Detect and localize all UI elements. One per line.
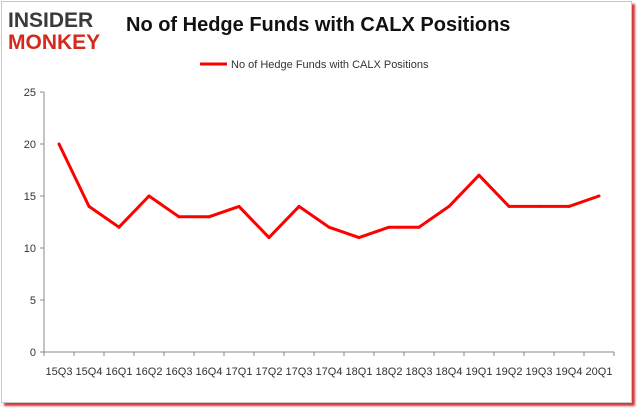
- x-tick-label: 19Q3: [526, 366, 553, 378]
- data-point: [117, 225, 121, 229]
- x-tick-label: 17Q3: [286, 366, 313, 378]
- x-tick-label: 16Q1: [106, 366, 133, 378]
- x-tick-label: 16Q3: [166, 366, 193, 378]
- data-point: [417, 225, 421, 229]
- data-point: [297, 204, 301, 208]
- x-axis-ticks: 15Q3 15Q4 16Q1 16Q2 16Q3 16Q4 17Q1 17Q2 17Q3 17Q4…: [43, 352, 615, 378]
- data-point: [177, 215, 181, 219]
- insider-monkey-logo: INSIDER MONKEY: [8, 8, 120, 56]
- y-tick-label: 5: [30, 295, 36, 307]
- x-tick-label: 17Q1: [226, 366, 253, 378]
- data-point: [327, 225, 331, 229]
- x-tick-label: 18Q3: [406, 366, 433, 378]
- y-tick-label: 20: [24, 139, 36, 151]
- y-tick-label: 0: [30, 347, 36, 359]
- data-point: [267, 236, 271, 240]
- legend-label: No of Hedge Funds with CALX Positions: [231, 59, 429, 71]
- y-tick-label: 10: [24, 243, 36, 255]
- x-tick-label: 19Q1: [466, 366, 493, 378]
- y-tick-label: 15: [24, 191, 36, 203]
- legend: No of Hedge Funds with CALX Positions: [200, 59, 429, 71]
- data-point: [567, 204, 571, 208]
- data-point: [507, 204, 511, 208]
- x-tick-label: 19Q4: [556, 366, 583, 378]
- data-point: [387, 225, 391, 229]
- data-point: [57, 142, 61, 146]
- x-tick-label: 19Q2: [496, 366, 523, 378]
- logo-text-insider: INSIDER: [8, 9, 94, 32]
- data-point: [207, 215, 211, 219]
- series-line: [57, 143, 600, 240]
- series-group: [57, 142, 601, 240]
- chart-title: No of Hedge Funds with CALX Positions: [126, 14, 511, 36]
- data-point: [537, 204, 541, 208]
- data-point: [477, 173, 481, 177]
- x-tick-label: 17Q2: [256, 366, 283, 378]
- data-point: [357, 236, 361, 240]
- axes: [43, 92, 614, 353]
- chart-frame: [1, 1, 632, 403]
- data-point: [447, 204, 451, 208]
- x-tick-label: 16Q2: [136, 366, 163, 378]
- y-axis-ticks: 0 5 10 15 20 25: [24, 87, 44, 359]
- data-point: [87, 204, 91, 208]
- x-tick-label: 15Q4: [76, 366, 103, 378]
- data-point: [237, 204, 241, 208]
- x-tick-label: 16Q4: [196, 366, 223, 378]
- logo-text-monkey: MONKEY: [8, 31, 101, 54]
- data-point: [597, 194, 601, 198]
- data-point: [147, 194, 151, 198]
- x-tick-label: 20Q1: [586, 366, 613, 378]
- x-tick-label: 18Q1: [346, 366, 373, 378]
- x-tick-label: 15Q3: [46, 366, 73, 378]
- x-tick-label: 17Q4: [316, 366, 343, 378]
- x-tick-label: 18Q4: [436, 366, 463, 378]
- y-tick-label: 25: [24, 87, 36, 99]
- x-tick-label: 18Q2: [376, 366, 403, 378]
